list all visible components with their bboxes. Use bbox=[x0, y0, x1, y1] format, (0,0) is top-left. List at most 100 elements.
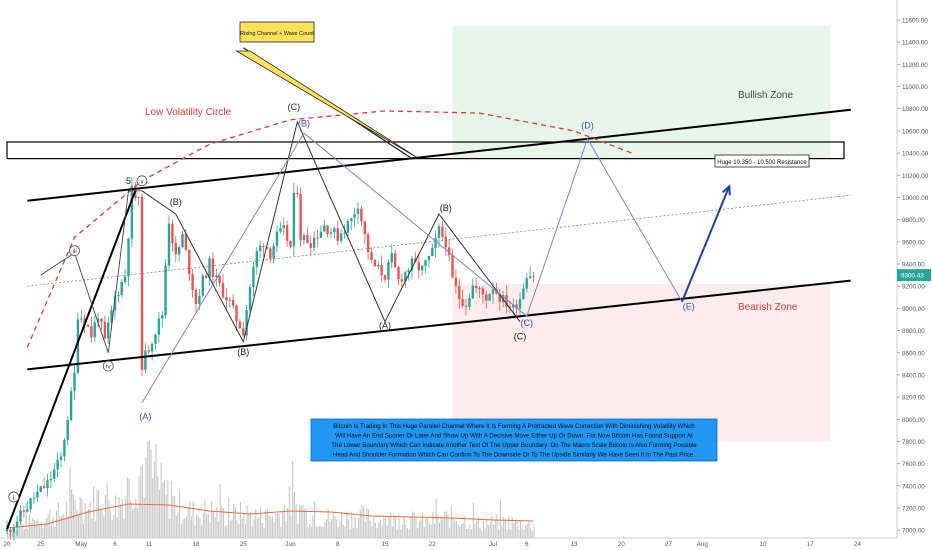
volume-bar bbox=[59, 516, 61, 538]
volume-bar bbox=[449, 528, 451, 538]
volume-bar bbox=[82, 523, 84, 538]
projection-arrow-head bbox=[721, 184, 731, 196]
y-axis[interactable]: 7000.00 7200.00 7400.00 7600.00 7800.00 8000.… bbox=[896, 0, 931, 538]
volume-bar bbox=[471, 529, 473, 538]
volume-bar bbox=[98, 490, 100, 538]
volume-bar bbox=[231, 519, 233, 538]
zones-layer bbox=[452, 25, 831, 442]
volume-bar bbox=[525, 525, 527, 538]
candle-body bbox=[93, 322, 96, 338]
candle-body bbox=[167, 223, 171, 266]
description-line: Will Have An End Sooner Or Later And Sho… bbox=[335, 433, 693, 440]
volume-bar bbox=[379, 519, 381, 538]
candle-body bbox=[417, 262, 420, 271]
volume-bar bbox=[93, 486, 95, 538]
volume-bar bbox=[25, 503, 27, 538]
volume-bar bbox=[317, 527, 319, 538]
x-axis[interactable]: 20 25 May 6 11 18 25 Jun 8 15 22 Jul 6 13 20 27 Aug 10 17 2… bbox=[0, 537, 897, 548]
volume-bar bbox=[329, 521, 331, 538]
volume-bar bbox=[339, 520, 341, 538]
volume-bar bbox=[415, 516, 417, 538]
volume-bar bbox=[395, 515, 397, 538]
x-tick-label: 17 bbox=[807, 541, 815, 548]
x-tick-label: 20 bbox=[618, 541, 626, 548]
volume-bar bbox=[435, 499, 437, 538]
volume-bar bbox=[327, 509, 329, 538]
y-tick-label: 8800.00 bbox=[902, 328, 925, 335]
y-tick-label: 9800.00 bbox=[902, 217, 925, 224]
volume-bar bbox=[533, 526, 535, 538]
volume-layer bbox=[6, 440, 535, 538]
volume-bar bbox=[445, 511, 447, 538]
x-tick-label: 24 bbox=[854, 541, 862, 548]
volume-bar bbox=[346, 511, 348, 538]
y-tick-label: 8200.00 bbox=[902, 395, 925, 402]
current-price-label: 9300.43 bbox=[901, 273, 924, 280]
candle-body bbox=[508, 306, 512, 308]
y-tick-label: 7200.00 bbox=[902, 506, 925, 513]
candle-body bbox=[505, 295, 508, 307]
candle-body bbox=[285, 225, 289, 241]
volume-bar bbox=[266, 509, 268, 538]
wave-label-roman: iii bbox=[72, 248, 76, 255]
volume-bar bbox=[437, 514, 439, 538]
volume-bar bbox=[302, 504, 304, 538]
y-tick-label: 7400.00 bbox=[902, 483, 925, 490]
candle-body bbox=[404, 272, 407, 282]
volume-bar bbox=[96, 490, 98, 538]
volume-bar bbox=[474, 524, 476, 538]
volume-bar bbox=[250, 512, 252, 538]
volume-bar bbox=[18, 525, 20, 538]
volume-bar bbox=[369, 521, 371, 538]
volume-bar bbox=[253, 518, 255, 538]
candle-body bbox=[515, 304, 518, 309]
volume-bar bbox=[91, 518, 93, 538]
volume-bar bbox=[145, 457, 147, 538]
volume-bar bbox=[310, 526, 312, 538]
wave-label: (C) bbox=[521, 318, 534, 328]
wave-label: (C) bbox=[514, 331, 527, 341]
candle-body bbox=[279, 228, 282, 232]
volume-bar bbox=[285, 521, 287, 538]
candle-body bbox=[184, 233, 188, 250]
volume-bar bbox=[371, 525, 373, 538]
volume-bar bbox=[199, 517, 201, 538]
volume-bar bbox=[101, 510, 103, 538]
volume-bar bbox=[511, 517, 513, 538]
candle-body bbox=[174, 242, 177, 255]
candle-body bbox=[117, 295, 120, 297]
volume-bar bbox=[44, 523, 46, 538]
volume-bar bbox=[167, 479, 169, 538]
description-line: The Lower Boundary Which Can Indicate An… bbox=[331, 442, 697, 449]
candle-body bbox=[204, 275, 208, 278]
wave-label: (B) bbox=[440, 203, 452, 213]
x-tick-label: 27 bbox=[665, 541, 673, 548]
candle-body bbox=[316, 237, 319, 239]
candle-body bbox=[309, 243, 312, 248]
volume-bar bbox=[140, 465, 142, 538]
candle-body bbox=[130, 185, 134, 239]
volume-bar bbox=[442, 517, 444, 538]
candle-body bbox=[252, 266, 255, 287]
volume-bar bbox=[160, 462, 162, 538]
volume-bar bbox=[403, 517, 405, 538]
volume-bar bbox=[398, 514, 400, 538]
volume-bar bbox=[169, 519, 171, 538]
drawing-lines-layer bbox=[6, 47, 851, 530]
volume-bar bbox=[206, 514, 208, 538]
volume-bar bbox=[422, 513, 424, 538]
volume-bar bbox=[182, 519, 184, 538]
volume-bar bbox=[131, 509, 133, 538]
volume-bar bbox=[143, 497, 145, 538]
volume-bar bbox=[197, 516, 199, 538]
volume-bar bbox=[374, 522, 376, 538]
candle-body bbox=[191, 274, 194, 290]
volume-bar bbox=[136, 508, 138, 538]
volume-bar bbox=[393, 514, 395, 538]
volume-bar bbox=[152, 478, 154, 538]
y-tick-label: 9600.00 bbox=[902, 239, 925, 246]
volume-bar bbox=[287, 507, 289, 538]
volume-bar bbox=[23, 529, 25, 538]
volume-bar bbox=[428, 523, 430, 538]
